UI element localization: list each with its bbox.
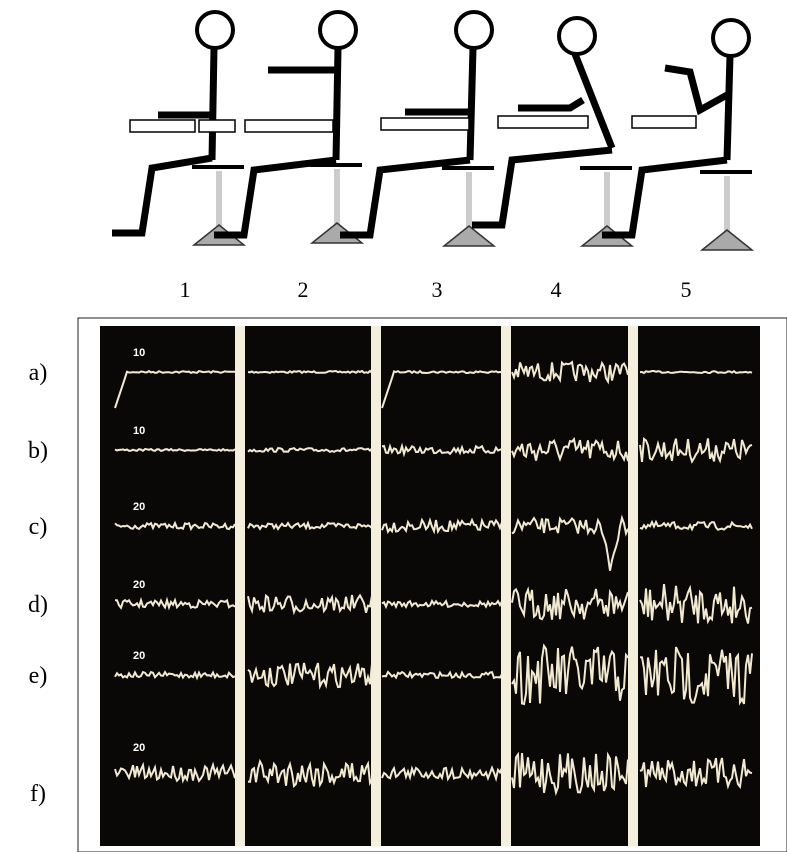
row-label: f): [30, 781, 46, 807]
head: [195, 10, 235, 50]
divider: [371, 326, 381, 846]
row-label: e): [29, 663, 48, 689]
divider: [501, 326, 511, 846]
emg-trace: [114, 447, 236, 453]
stool-base: [441, 225, 497, 247]
emg-trace: [639, 369, 753, 375]
row-label: a): [29, 360, 48, 386]
posture-label: 4: [551, 277, 562, 302]
desk: [497, 115, 589, 129]
desk: [129, 119, 196, 133]
emg-trace: [639, 583, 753, 625]
head: [711, 18, 751, 58]
stool-post: [334, 169, 340, 229]
posture-label: 5: [681, 277, 692, 302]
legs: [602, 156, 728, 239]
arm: [518, 97, 585, 112]
head: [557, 16, 597, 56]
emg-trace: [381, 765, 503, 783]
legs: [472, 146, 613, 229]
stool-base: [699, 229, 755, 251]
legs: [340, 156, 471, 239]
scale-label: 20: [133, 501, 145, 513]
arm: [664, 64, 729, 116]
emg-trace: [114, 520, 236, 532]
desk: [380, 117, 470, 131]
scale-label: 20: [133, 742, 145, 754]
torso: [208, 47, 218, 161]
torso: [466, 47, 477, 161]
emg-trace: [247, 446, 373, 454]
divider: [235, 326, 245, 846]
emg-trace: [247, 593, 373, 616]
stool-post: [724, 176, 730, 236]
emg-trace: [511, 360, 629, 385]
row-label: d): [28, 592, 48, 618]
stool-post: [216, 171, 222, 231]
head: [318, 10, 358, 50]
torso: [332, 47, 342, 161]
emg-trace: [511, 586, 629, 621]
row-label: b): [28, 438, 48, 464]
scale-label: 10: [133, 425, 145, 437]
emg-trace: [639, 757, 753, 790]
row-label: c): [29, 514, 48, 540]
emg-trace: [114, 596, 236, 611]
scale-label: 20: [133, 650, 145, 662]
head: [454, 10, 494, 50]
emg-trace: [114, 369, 236, 409]
legs: [112, 154, 213, 237]
divider: [628, 326, 638, 846]
emg-trace: [511, 643, 629, 706]
posture-label: 2: [298, 277, 309, 302]
emg-trace: [381, 598, 503, 610]
emg-trace: [639, 436, 753, 464]
emg-trace: [247, 369, 373, 375]
posture-label: 1: [180, 277, 191, 302]
emg-trace: [511, 437, 629, 463]
emg-trace: [381, 670, 503, 680]
scale-label: 20: [133, 579, 145, 591]
emg-trace: [511, 514, 629, 571]
torso: [723, 55, 734, 161]
emg-trace: [381, 442, 503, 458]
desk: [631, 115, 697, 129]
emg-trace: [114, 670, 236, 681]
desk: [244, 119, 334, 133]
recording-panel: [100, 326, 760, 846]
desk: [198, 119, 236, 133]
emg-trace: [247, 520, 373, 531]
emg-trace: [511, 751, 629, 797]
torso: [571, 52, 616, 150]
emg-trace: [247, 662, 373, 690]
emg-trace: [639, 646, 753, 706]
emg-trace: [381, 369, 503, 409]
stool-post: [466, 172, 472, 232]
emg-trace: [639, 519, 753, 532]
stool-post: [604, 172, 610, 232]
legs: [214, 156, 337, 239]
scale-label: 10: [133, 347, 145, 359]
emg-trace: [381, 517, 503, 535]
posture-label: 3: [432, 277, 443, 302]
emg-trace: [114, 761, 236, 784]
emg-trace: [247, 758, 373, 789]
